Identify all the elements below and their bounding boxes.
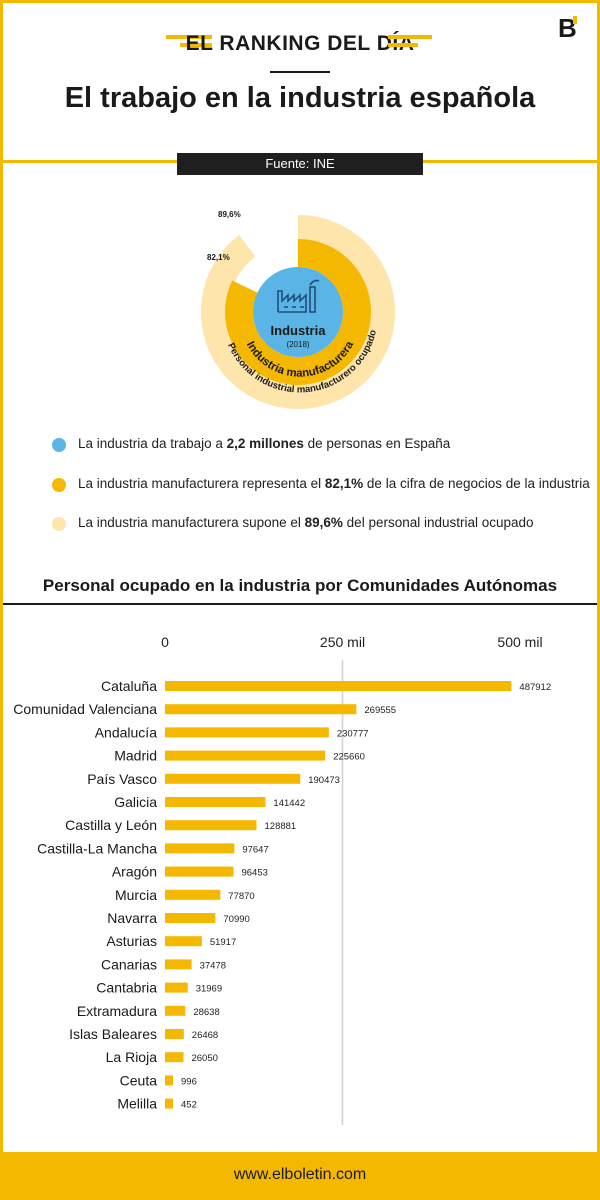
brand-logo-icon[interactable]: B — [558, 14, 580, 42]
data-label: 70990 — [223, 914, 249, 925]
legend-text: La industria manufacturera representa el… — [78, 476, 590, 491]
bar — [165, 843, 235, 854]
bar — [165, 797, 266, 807]
bar — [165, 913, 216, 923]
data-label: 37478 — [200, 960, 226, 971]
source-badge: Fuente: INE — [177, 153, 423, 175]
bar — [165, 1098, 173, 1109]
data-label: 225660 — [333, 752, 365, 763]
data-label: 996 — [181, 1076, 197, 1087]
bar — [165, 982, 188, 993]
category-label: Extramadura — [77, 1003, 157, 1019]
data-label: 28638 — [193, 1007, 219, 1018]
category-label: Islas Baleares — [69, 1026, 157, 1042]
legend-dot-blue — [52, 438, 66, 452]
category-label: Ceuta — [120, 1072, 158, 1088]
kicker-line-right-bottom — [388, 43, 418, 47]
bar — [165, 820, 257, 831]
category-label: Murcia — [115, 887, 157, 903]
category-label: País Vasco — [87, 771, 157, 787]
center-year: (2018) — [286, 340, 309, 349]
bar — [165, 1075, 173, 1086]
data-label: 31969 — [196, 984, 222, 995]
outer-pct-label: 89,6% — [218, 210, 241, 219]
x-tick-label: 0 — [161, 634, 169, 650]
category-label: Canarias — [101, 956, 157, 972]
header-kicker: EL RANKING DEL DÍA — [0, 30, 600, 60]
category-label: Navarra — [107, 910, 157, 926]
category-label: Asturias — [106, 933, 157, 949]
bar — [165, 1052, 184, 1063]
bar — [165, 681, 512, 691]
kicker-text: EL RANKING DEL DÍA — [185, 32, 415, 55]
data-label: 128881 — [265, 821, 297, 832]
x-tick-label: 500 mil — [497, 634, 542, 650]
data-label: 26050 — [191, 1053, 217, 1064]
legend-text: La industria da trabajo a 2,2 millones d… — [78, 436, 451, 451]
data-label: 269555 — [364, 705, 396, 716]
data-label: 77870 — [228, 891, 254, 902]
inner-ring-manufacturera — [225, 239, 371, 385]
bar — [165, 889, 221, 900]
category-label: Madrid — [114, 748, 157, 764]
data-label: 51917 — [210, 937, 236, 948]
center-label: Industria — [271, 323, 327, 338]
data-label: 96453 — [241, 868, 267, 879]
inner-pct-label: 82,1% — [207, 253, 230, 262]
chart-title: Personal ocupado en la industria por Com… — [42, 576, 558, 595]
title-rule — [270, 71, 330, 73]
bar — [165, 1029, 184, 1039]
data-label: 97647 — [242, 844, 268, 855]
category-label: Castilla y León — [65, 817, 157, 833]
x-tick-label: 250 mil — [320, 634, 365, 650]
category-label: Cantabria — [96, 980, 157, 996]
bar — [165, 1005, 186, 1016]
chart-title-rule — [3, 603, 597, 605]
data-label: 26468 — [192, 1030, 218, 1041]
kicker-line-left-bottom — [180, 43, 212, 47]
category-label: La Rioja — [106, 1049, 158, 1065]
data-label: 141442 — [273, 798, 305, 809]
bar — [165, 727, 329, 738]
bar — [165, 936, 202, 947]
category-label: Galicia — [114, 794, 157, 810]
category-label: Cataluña — [101, 678, 157, 694]
category-label: Melilla — [117, 1096, 157, 1112]
legend-dot-orange — [52, 478, 66, 492]
kicker-line-right-top — [388, 35, 432, 39]
donut-chart: Industria (2018) Industria manufacturera… — [201, 210, 395, 409]
page-title: El trabajo en la industria española — [64, 82, 536, 114]
bar — [165, 750, 326, 761]
category-label: Castilla-La Mancha — [37, 840, 157, 856]
data-label: 230777 — [337, 728, 369, 739]
bar — [165, 866, 234, 877]
footer: www.elboletin.com — [0, 1152, 600, 1200]
bar-chart: 0 250 mil 500 mil Cataluña 487912 Comunidad V… — [13, 634, 551, 1125]
category-label: Comunidad Valenciana — [13, 701, 157, 717]
data-label: 487912 — [519, 682, 551, 693]
kicker-line-left-top — [166, 35, 212, 39]
legend-dot-light — [52, 517, 66, 531]
footer-url-link[interactable]: www.elboletin.com — [233, 1166, 367, 1183]
bar — [165, 704, 357, 715]
category-label: Andalucía — [95, 724, 157, 740]
category-label: Aragón — [112, 864, 157, 880]
factory-icon — [277, 279, 320, 313]
data-label: 452 — [181, 1100, 197, 1111]
logo-accent — [573, 16, 577, 24]
bar — [165, 773, 301, 784]
bar — [165, 959, 192, 970]
logo-letter: B — [558, 14, 577, 42]
legend-text: La industria manufacturera supone el 89,… — [78, 515, 534, 530]
data-label: 190473 — [308, 775, 340, 786]
